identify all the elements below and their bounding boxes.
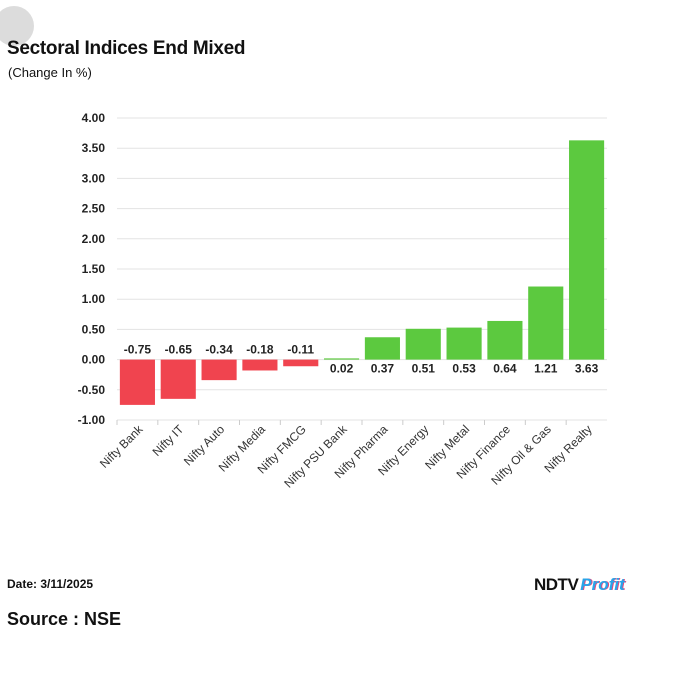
logo-profit-text: Profit: [580, 575, 625, 594]
y-tick-label: 3.50: [82, 141, 106, 155]
bar: [405, 328, 441, 360]
y-tick-label: 0.50: [82, 322, 106, 336]
bar: [487, 320, 523, 360]
bar: [160, 359, 196, 399]
y-tick-label: 3.00: [82, 171, 106, 185]
y-tick-label: 2.00: [82, 232, 106, 246]
bar-value-label: -0.18: [246, 343, 274, 357]
corner-decoration: [0, 6, 34, 46]
y-tick-label: 0.00: [82, 353, 106, 367]
bar-value-label: 3.63: [575, 362, 599, 376]
chart-title: Sectoral Indices End Mixed: [7, 38, 246, 59]
y-tick-label: -1.00: [78, 413, 106, 427]
category-label: Nifty IT: [150, 422, 187, 459]
bar-value-label: 0.02: [330, 362, 354, 376]
bar-value-label: 0.51: [412, 362, 436, 376]
category-label: Nifty Bank: [97, 422, 146, 471]
y-tick-label: -0.50: [78, 383, 106, 397]
bar-value-label: 1.21: [534, 362, 558, 376]
bar-value-label: -0.65: [165, 343, 193, 357]
bar: [283, 359, 319, 367]
bar-value-label: 0.37: [371, 362, 395, 376]
bar: [528, 286, 564, 360]
bar: [324, 358, 360, 360]
y-tick-label: 1.50: [82, 262, 106, 276]
bar-value-label: -0.11: [287, 343, 314, 357]
bar: [201, 359, 237, 381]
y-tick-label: 1.00: [82, 292, 106, 306]
bar-value-label: 0.64: [493, 362, 517, 376]
bar-value-label: -0.34: [205, 343, 233, 357]
date-label: Date: 3/11/2025: [7, 577, 94, 591]
bar: [119, 359, 155, 405]
bar-chart: 4.00 3.50 3.00 2.50 2.00 1.50 1.00 0.50 0.00 -0.5…: [78, 111, 607, 491]
chart-subtitle: (Change In %): [8, 65, 92, 80]
source-label: Source : NSE: [7, 609, 122, 629]
bar-value-label: -0.75: [124, 343, 152, 357]
bar-value-label: 0.53: [452, 362, 476, 376]
y-tick-label: 2.50: [82, 202, 106, 216]
y-tick-label: 4.00: [82, 111, 106, 125]
ndtv-profit-logo: NDTV Profit: [534, 575, 674, 599]
bar: [446, 327, 482, 360]
bar: [569, 140, 605, 360]
bar: [242, 359, 278, 371]
bar: [364, 337, 400, 360]
logo-ndtv-text: NDTV: [534, 575, 579, 594]
